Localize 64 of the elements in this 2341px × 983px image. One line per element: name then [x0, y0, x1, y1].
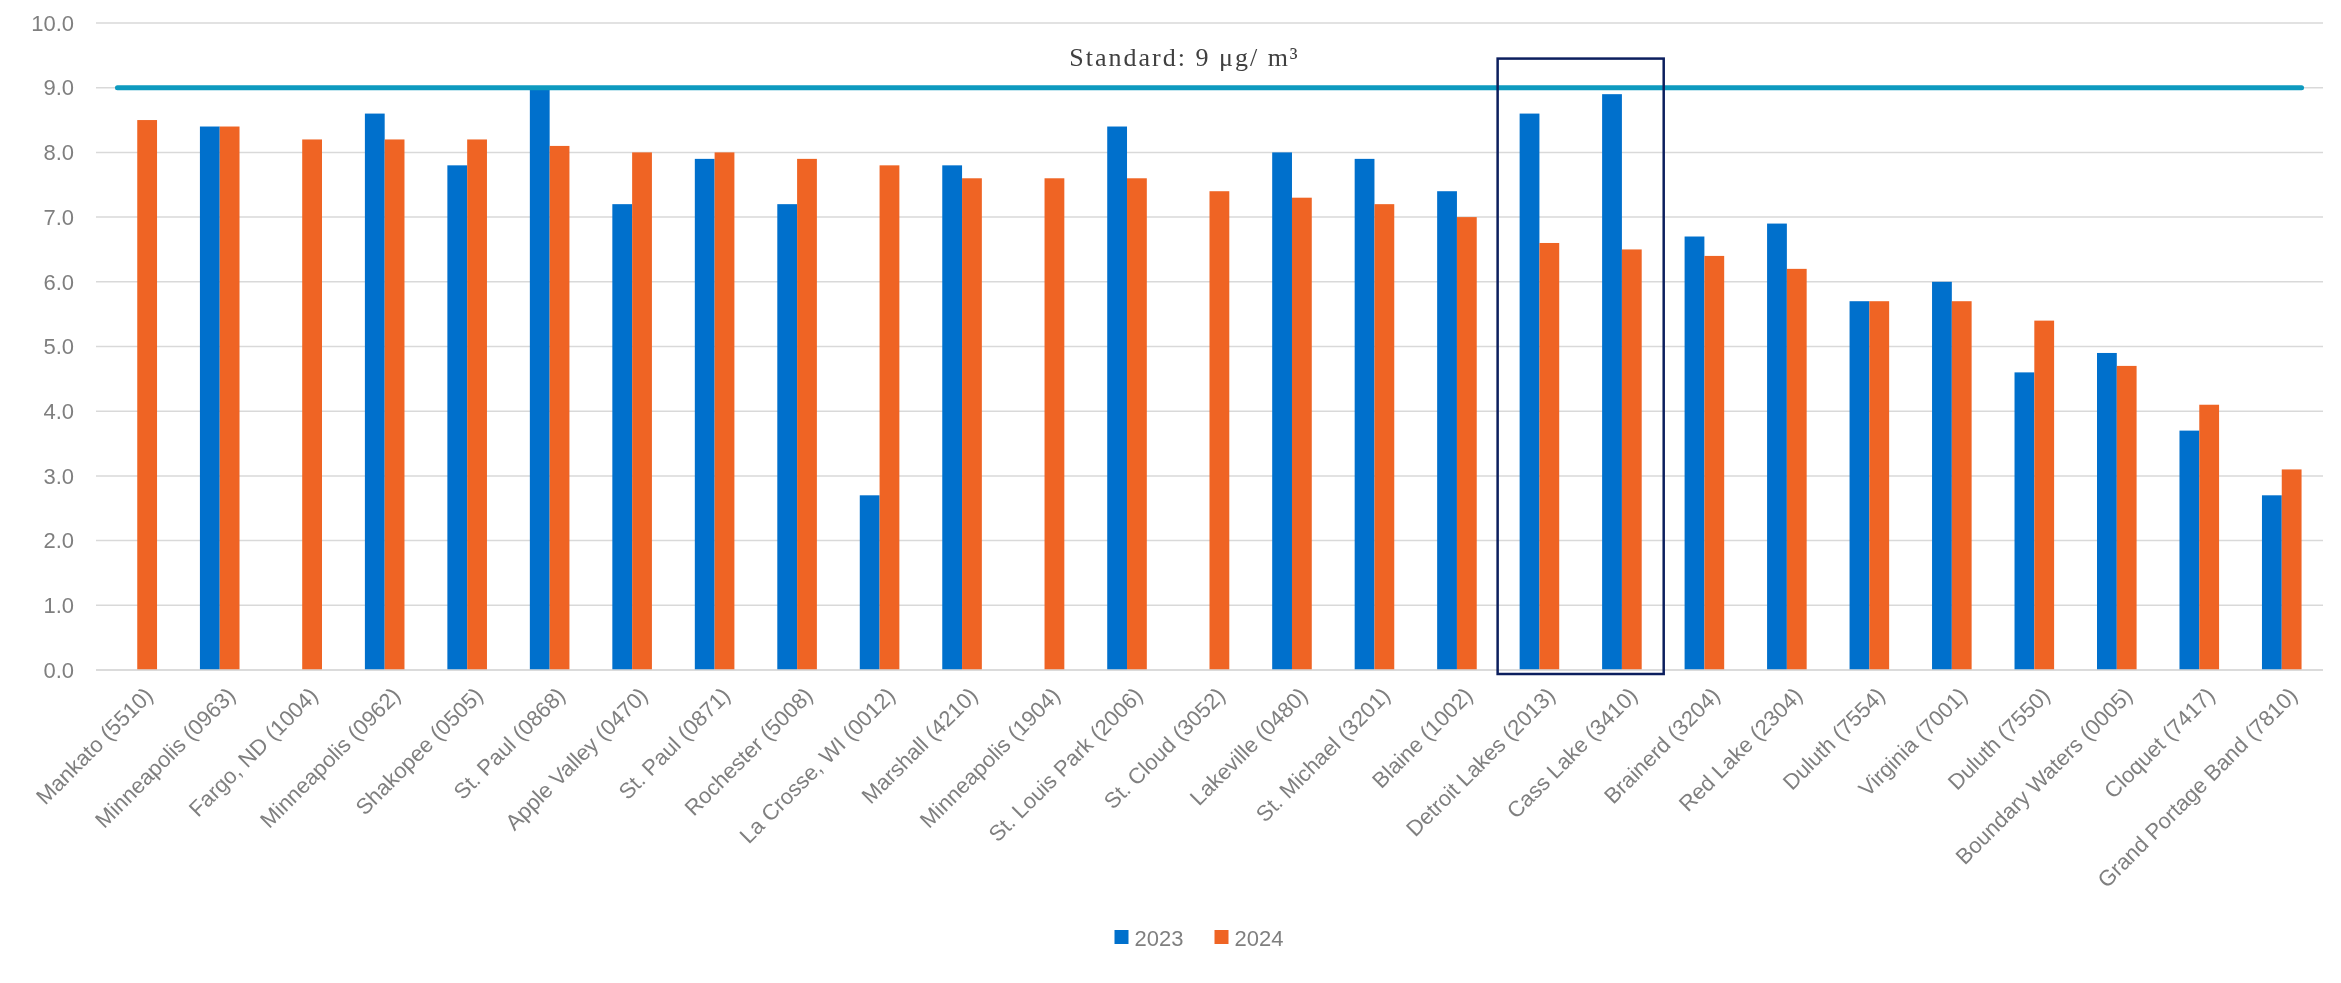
bar [859, 495, 880, 670]
bar [1519, 113, 1540, 670]
bar [612, 204, 633, 670]
legend-label: 2024 [1234, 925, 1284, 951]
y-tick-label: 8.0 [43, 140, 74, 166]
bar [219, 126, 240, 670]
bar [1932, 281, 1952, 670]
bar [137, 120, 158, 670]
bar [1107, 126, 1128, 670]
bar [632, 152, 652, 670]
y-tick-label: 1.0 [43, 593, 74, 618]
bar [1786, 268, 1807, 670]
bar [2034, 320, 2055, 670]
bar [879, 165, 900, 670]
bar [302, 139, 322, 670]
bar [1684, 236, 1705, 670]
y-tick-label: 7.0 [43, 204, 74, 230]
bar [777, 204, 798, 670]
bar [2199, 404, 2220, 670]
bar [2281, 469, 2302, 670]
bar [467, 139, 487, 670]
bar [2261, 495, 2282, 670]
bar [714, 152, 735, 670]
bar [384, 139, 405, 670]
y-tick-label: 6.0 [43, 269, 74, 295]
bar [962, 178, 982, 670]
bar [1951, 301, 1972, 670]
y-tick-label: 2.0 [43, 528, 74, 554]
bar [942, 165, 963, 670]
bar [1272, 152, 1292, 670]
bar [1209, 191, 1230, 670]
bar [1869, 301, 1890, 670]
bar [1456, 217, 1477, 670]
legend-label: 2023 [1134, 925, 1184, 951]
bar [694, 158, 715, 670]
bar [1354, 158, 1375, 670]
bar [529, 87, 550, 670]
bar [199, 126, 220, 670]
bar [2179, 430, 2200, 670]
bar [2116, 365, 2137, 670]
y-tick-label: 5.0 [43, 334, 74, 360]
bar [2014, 372, 2035, 670]
bar [1291, 197, 1312, 670]
y-tick-label: 4.0 [43, 398, 74, 424]
bar [1539, 242, 1560, 670]
bar [1437, 191, 1457, 670]
bar [1767, 223, 1787, 670]
y-tick-label: 0.0 [43, 657, 74, 683]
bar [447, 165, 468, 670]
y-tick-label: 9.0 [43, 75, 74, 101]
bar [1127, 178, 1147, 670]
bar [797, 158, 817, 670]
bar [1849, 301, 1870, 670]
bar [1704, 255, 1725, 670]
bar [549, 145, 570, 670]
y-tick-label: 10.0 [31, 10, 74, 36]
ref-line-label: Standard: 9 μg/ m³ [1069, 42, 1300, 72]
y-tick-label: 3.0 [43, 463, 74, 489]
bar [1044, 178, 1065, 670]
bar [2097, 352, 2117, 670]
bar [1374, 204, 1395, 670]
bar [1621, 249, 1642, 670]
bar [364, 113, 385, 670]
bar [1602, 94, 1622, 670]
